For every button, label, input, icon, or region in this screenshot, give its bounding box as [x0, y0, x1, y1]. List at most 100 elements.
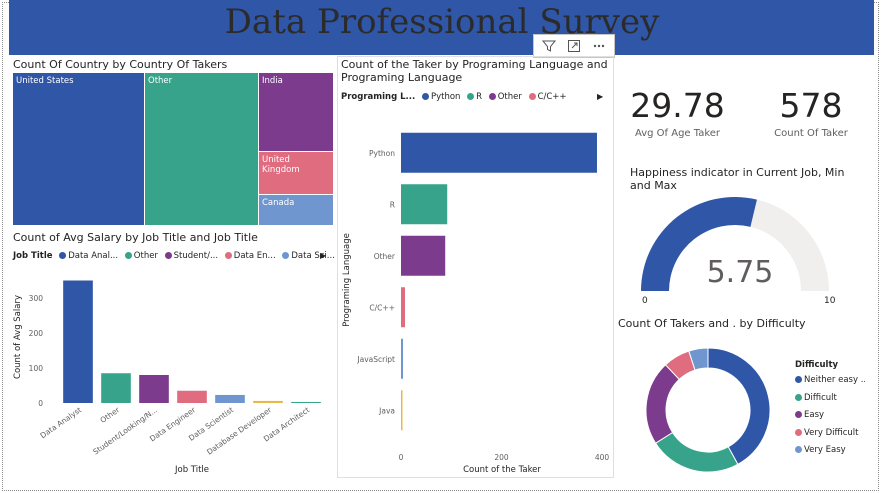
language-bar[interactable] — [401, 390, 403, 431]
legend-title: Difficulty — [795, 360, 839, 370]
donut-slice[interactable] — [688, 347, 709, 371]
legend-next-chevron-icon[interactable]: ▶ — [597, 92, 604, 101]
legend-title: Programing L... — [341, 92, 416, 102]
y-tick-label: C/C++ — [369, 303, 395, 312]
salary-bar[interactable] — [63, 280, 93, 404]
difficulty-donut-chart — [645, 347, 771, 473]
treemap-tile-label: Other — [148, 76, 173, 86]
legend-label: Difficult — [804, 392, 837, 403]
language-bar[interactable] — [401, 338, 404, 379]
language-bar[interactable] — [401, 287, 406, 328]
legend-item[interactable]: Other — [124, 251, 158, 261]
y-tick-label: Other — [374, 252, 396, 261]
salary-bar[interactable] — [215, 394, 245, 403]
y-tick-label: Python — [369, 149, 395, 158]
title-banner — [9, 0, 874, 55]
x-tick-label: Student/Looking/N... — [91, 405, 159, 456]
gauge-value: 5.75 — [706, 255, 774, 290]
y-tick-label: R — [390, 200, 395, 209]
x-axis-title: Job Title — [174, 465, 209, 475]
legend-dot — [795, 428, 802, 436]
gauge-title-2: and Max — [630, 179, 677, 192]
x-tick-label: 0 — [399, 453, 404, 462]
focus-mode-icon[interactable] — [564, 36, 584, 56]
gauge-title-1: Happiness indicator in Current Job, Min — [630, 166, 845, 179]
language-chart-title-2: Programing Language — [341, 71, 463, 84]
kpi-avg-age-value: 29.78 — [630, 86, 725, 125]
salary-bar-chart: 0 100 200 300 Data Analyst OtherStudent/Looki… — [13, 280, 321, 475]
difficulty-legend: Difficulty Neither easy ... Difficult Easy… — [795, 360, 865, 463]
salary-bar[interactable] — [291, 401, 321, 403]
language-bar[interactable] — [401, 235, 446, 276]
language-bar-chart: Python R Other C/C++ JavaScript Java 0 200 400 Co… — [342, 132, 610, 475]
treemap-tile-label: India — [262, 76, 283, 86]
legend-item[interactable]: Difficult — [795, 393, 865, 411]
treemap-title: Count Of Country by Country Of Takers — [13, 58, 228, 71]
more-options-icon[interactable] — [589, 36, 609, 56]
treemap-tile-canada[interactable]: Canada — [259, 195, 333, 225]
legend-next-chevron-icon[interactable]: ▶ — [320, 251, 327, 260]
x-tick-label: Data Analyst — [39, 405, 84, 440]
language-bar[interactable] — [401, 184, 448, 225]
salary-bar[interactable] — [177, 390, 207, 403]
donut-slice[interactable] — [645, 364, 680, 444]
legend-label: Neither easy ... — [804, 375, 865, 385]
donut-slice[interactable] — [707, 347, 771, 466]
legend-item[interactable]: Data En... — [224, 251, 276, 261]
treemap-tile-label: United Kingdom — [262, 155, 300, 175]
x-tick-label: Other — [99, 405, 122, 425]
gauge-max-label: 10 — [824, 296, 836, 306]
gauge-fill — [641, 197, 757, 291]
gauge-min-label: 0 — [642, 296, 648, 306]
legend-item[interactable]: Student/... — [164, 251, 218, 261]
x-axis-title: Count of the Taker — [463, 465, 541, 475]
salary-bar[interactable] — [139, 375, 169, 403]
legend-item[interactable]: Other — [488, 92, 522, 102]
legend-dot — [795, 376, 802, 383]
y-tick-label: 200 — [29, 329, 44, 338]
language-visual-border — [337, 56, 614, 478]
donut-slice[interactable] — [654, 431, 739, 473]
treemap-tile-label: United States — [16, 76, 74, 86]
legend-dot — [795, 446, 802, 453]
treemap-tile-united-kingdom[interactable]: United Kingdom — [259, 152, 333, 194]
legend-dot — [795, 411, 802, 418]
y-tick-label: Java — [378, 406, 395, 415]
x-tick-label: 200 — [494, 453, 509, 462]
treemap-tile-label: Canada — [262, 198, 295, 208]
salary-bar[interactable] — [101, 373, 131, 403]
legend-item[interactable]: R — [467, 92, 482, 102]
y-tick-label: 100 — [29, 364, 44, 373]
y-tick-label: 0 — [38, 399, 43, 408]
legend-item[interactable]: C/C++ — [528, 92, 567, 102]
legend-item[interactable]: Python — [421, 92, 460, 102]
legend-dot — [795, 393, 802, 401]
salary-chart-title: Count of Avg Salary by Job Title and Job… — [13, 231, 258, 244]
visual-header-toolbar — [533, 34, 615, 58]
language-chart-title-1: Count of the Taker by Programing Languag… — [341, 58, 608, 71]
legend-item[interactable]: Easy — [795, 410, 865, 428]
language-bar[interactable] — [401, 132, 597, 173]
legend-item[interactable]: Data Sci... — [282, 251, 335, 261]
legend-item[interactable]: Very Easy — [795, 445, 865, 463]
legend-label: Very Easy — [804, 445, 846, 455]
treemap-tile-other[interactable]: Other — [145, 73, 258, 225]
kpi-count-value: 578 — [779, 86, 843, 125]
filter-icon[interactable] — [539, 36, 559, 56]
language-chart-legend: Programing L... Python R Other C/C++ — [341, 92, 567, 102]
report-title: Data Professional Survey — [224, 2, 660, 42]
difficulty-chart-title: Count Of Takers and . by Difficulty — [618, 317, 806, 330]
y-axis-title: Count of Avg Salary — [13, 295, 23, 379]
legend-item[interactable]: Very Difficult — [795, 428, 865, 446]
legend-item[interactable]: Data Anal... — [59, 251, 118, 261]
legend-item[interactable]: Neither easy ... — [795, 375, 865, 393]
salary-bar[interactable] — [253, 400, 283, 403]
y-tick-label: 300 — [29, 294, 44, 303]
kpi-count-label: Count Of Taker — [774, 128, 848, 139]
y-tick-label: JavaScript — [356, 355, 395, 364]
treemap-tile-india[interactable]: India — [259, 73, 333, 151]
salary-chart-legend: Job Title Data Anal... Other Student/...… — [13, 251, 335, 261]
treemap-tile-united-states[interactable]: United States — [13, 73, 144, 225]
x-tick-label: 400 — [595, 453, 610, 462]
legend-label: Very Difficult — [804, 427, 859, 438]
